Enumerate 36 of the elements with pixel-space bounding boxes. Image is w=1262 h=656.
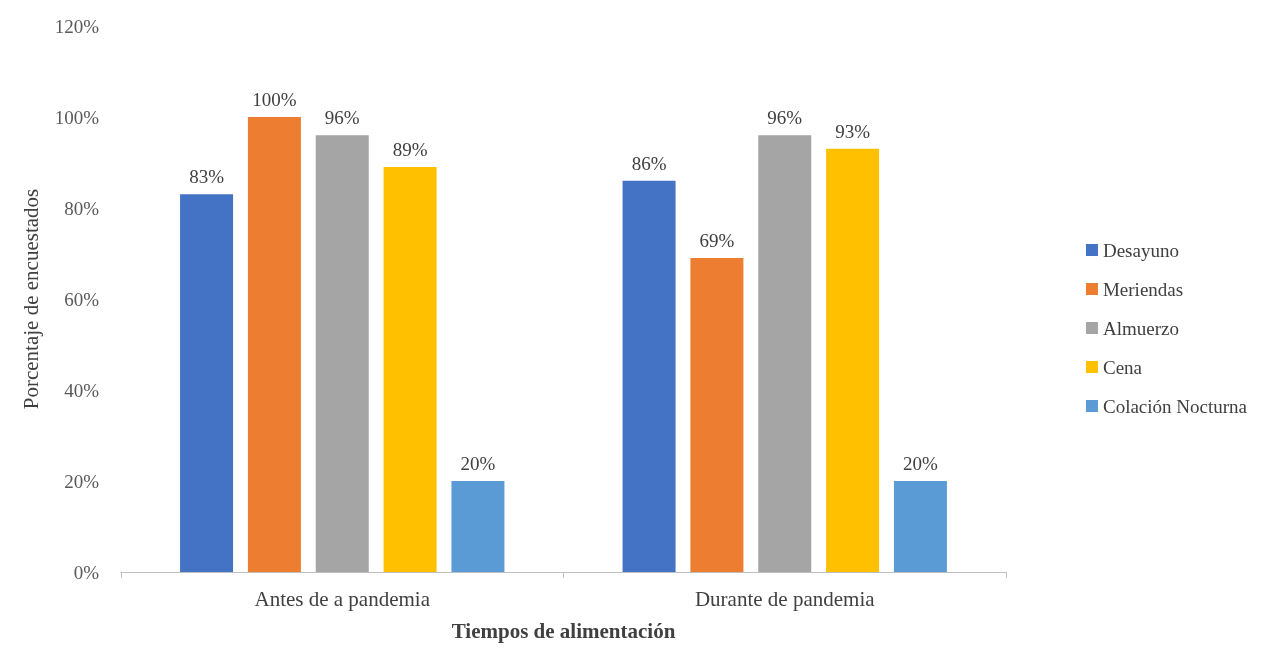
bar: [451, 481, 505, 572]
y-tick-label: 80%: [64, 197, 100, 219]
legend-label: Desayuno: [1102, 239, 1179, 261]
bar: [622, 180, 676, 572]
x-tick-label: Antes de a pandemia: [254, 586, 431, 611]
data-label: 96%: [767, 107, 803, 129]
bar: [180, 194, 234, 572]
y-tick-label: 20%: [64, 470, 100, 492]
y-tick-label: 120%: [54, 15, 100, 37]
bar: [826, 148, 880, 572]
x-tick-label: Durante de pandemia: [694, 586, 876, 611]
data-label: 93%: [835, 120, 871, 142]
bar: [893, 481, 947, 572]
bar: [315, 135, 369, 572]
data-label: 100%: [252, 89, 297, 110]
legend-label: Colación Nocturna: [1102, 395, 1248, 417]
y-tick-label: 100%: [54, 106, 100, 128]
data-label: 20%: [903, 453, 939, 474]
y-axis-title: Porcentaje de encuestados: [18, 188, 43, 410]
bar: [247, 117, 301, 572]
legend-label: Meriendas: [1102, 278, 1184, 300]
bar: [690, 258, 744, 572]
data-label: 96%: [324, 107, 360, 129]
y-tick-label: 60%: [64, 288, 100, 310]
y-tick-label: 40%: [64, 379, 100, 401]
data-label: 89%: [392, 139, 428, 161]
data-label: 20%: [460, 453, 496, 474]
bar: [758, 135, 812, 572]
data-label: 83%: [189, 166, 225, 188]
bar: [383, 167, 437, 572]
y-tick-label: 0%: [73, 561, 100, 583]
legend-label: Cena: [1102, 356, 1143, 378]
data-label: 69%: [699, 230, 735, 252]
x-axis-title: Tiempos de alimentación: [451, 618, 676, 643]
legend-label: Almuerzo: [1102, 317, 1179, 339]
data-label: 86%: [631, 152, 667, 174]
